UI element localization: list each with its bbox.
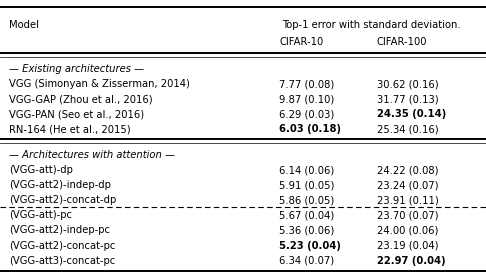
Text: 25.34 (0.16): 25.34 (0.16)	[377, 124, 438, 134]
Text: RN-164 (He et al., 2015): RN-164 (He et al., 2015)	[9, 124, 130, 134]
Text: 6.03 (0.18): 6.03 (0.18)	[279, 124, 342, 134]
Text: 5.86 (0.05): 5.86 (0.05)	[279, 195, 335, 205]
Text: 6.29 (0.03): 6.29 (0.03)	[279, 109, 335, 119]
Text: (VGG-att3)-concat-pc: (VGG-att3)-concat-pc	[9, 256, 115, 266]
Text: VGG (Simonyan & Zisserman, 2014): VGG (Simonyan & Zisserman, 2014)	[9, 79, 190, 89]
Text: (VGG-att2)-indep-pc: (VGG-att2)-indep-pc	[9, 226, 110, 235]
Text: 7.77 (0.08): 7.77 (0.08)	[279, 79, 335, 89]
Text: 24.35 (0.14): 24.35 (0.14)	[377, 109, 446, 119]
Text: 24.22 (0.08): 24.22 (0.08)	[377, 165, 438, 175]
Text: 5.67 (0.04): 5.67 (0.04)	[279, 210, 335, 220]
Text: VGG-PAN (Seo et al., 2016): VGG-PAN (Seo et al., 2016)	[9, 109, 144, 119]
Text: 30.62 (0.16): 30.62 (0.16)	[377, 79, 438, 89]
Text: VGG-GAP (Zhou et al., 2016): VGG-GAP (Zhou et al., 2016)	[9, 94, 153, 104]
Text: 5.91 (0.05): 5.91 (0.05)	[279, 180, 335, 190]
Text: 31.77 (0.13): 31.77 (0.13)	[377, 94, 438, 104]
Text: 23.24 (0.07): 23.24 (0.07)	[377, 180, 438, 190]
Text: 22.97 (0.04): 22.97 (0.04)	[377, 256, 445, 266]
Text: (VGG-att2)-concat-pc: (VGG-att2)-concat-pc	[9, 241, 115, 250]
Text: — Existing architectures —: — Existing architectures —	[9, 64, 144, 74]
Text: — Architectures with attention —: — Architectures with attention —	[9, 150, 175, 160]
Text: 6.14 (0.06): 6.14 (0.06)	[279, 165, 335, 175]
Text: 23.19 (0.04): 23.19 (0.04)	[377, 241, 438, 250]
Text: 23.91 (0.11): 23.91 (0.11)	[377, 195, 438, 205]
Text: (VGG-att)-pc: (VGG-att)-pc	[9, 210, 72, 220]
Text: (VGG-att2)-concat-dp: (VGG-att2)-concat-dp	[9, 195, 116, 205]
Text: 9.87 (0.10): 9.87 (0.10)	[279, 94, 335, 104]
Text: (VGG-att)-dp: (VGG-att)-dp	[9, 165, 72, 175]
Text: Top-1 error with standard deviation.: Top-1 error with standard deviation.	[282, 20, 461, 30]
Text: CIFAR-10: CIFAR-10	[279, 37, 324, 47]
Text: 6.34 (0.07): 6.34 (0.07)	[279, 256, 334, 266]
Text: 24.00 (0.06): 24.00 (0.06)	[377, 226, 438, 235]
Text: (VGG-att2)-indep-dp: (VGG-att2)-indep-dp	[9, 180, 111, 190]
Text: CIFAR-100: CIFAR-100	[377, 37, 427, 47]
Text: 5.36 (0.06): 5.36 (0.06)	[279, 226, 335, 235]
Text: Model: Model	[9, 20, 39, 30]
Text: 5.23 (0.04): 5.23 (0.04)	[279, 241, 341, 250]
Text: 23.70 (0.07): 23.70 (0.07)	[377, 210, 438, 220]
